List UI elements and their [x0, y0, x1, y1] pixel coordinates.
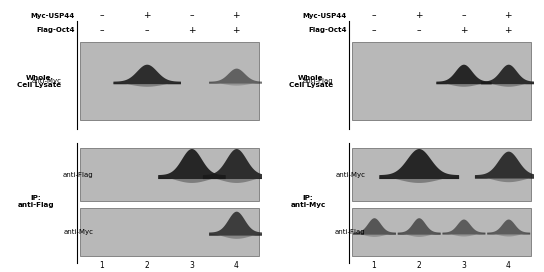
Text: +: + [188, 26, 195, 35]
Text: Myc-USP44: Myc-USP44 [302, 13, 347, 19]
Text: 1: 1 [372, 261, 376, 270]
Text: +: + [232, 11, 240, 20]
Text: anti-Flag: anti-Flag [335, 229, 366, 235]
Bar [79, 42, 258, 120]
Text: –: – [461, 11, 466, 20]
Text: anti-Flag: anti-Flag [63, 172, 94, 178]
Text: –: – [100, 11, 104, 20]
Text: –: – [189, 11, 194, 20]
Bar [351, 42, 530, 120]
Text: 1: 1 [100, 261, 104, 270]
Text: Myc-USP44: Myc-USP44 [30, 13, 75, 19]
Text: –: – [372, 26, 376, 35]
Text: –: – [372, 11, 376, 20]
Text: 4: 4 [506, 261, 511, 270]
Text: 3: 3 [461, 261, 466, 270]
Text: 2: 2 [144, 261, 149, 270]
Text: anti-Myc: anti-Myc [63, 229, 94, 235]
Text: +: + [460, 26, 467, 35]
Text: +: + [143, 11, 151, 20]
Text: anti-Myc: anti-Myc [32, 78, 61, 84]
Bar [79, 148, 258, 201]
Bar [79, 208, 258, 256]
Bar [351, 148, 530, 201]
Text: Flag-Oct4: Flag-Oct4 [308, 27, 347, 33]
Text: Whole
Cell Lysate: Whole Cell Lysate [17, 75, 61, 88]
Text: +: + [415, 11, 423, 20]
Text: 4: 4 [234, 261, 239, 270]
Text: –: – [417, 26, 421, 35]
Text: –: – [145, 26, 149, 35]
Text: +: + [232, 26, 240, 35]
Text: IP:
anti-Flag: IP: anti-Flag [18, 195, 54, 208]
Bar [351, 208, 530, 256]
Text: Whole
Cell Lysate: Whole Cell Lysate [289, 75, 333, 88]
Text: +: + [504, 26, 512, 35]
Text: anti-Myc: anti-Myc [335, 172, 366, 178]
Text: anti-Flag: anti-Flag [303, 78, 333, 84]
Text: 2: 2 [416, 261, 421, 270]
Text: IP:
anti-Myc: IP: anti-Myc [290, 195, 326, 208]
Text: Flag-Oct4: Flag-Oct4 [36, 27, 75, 33]
Text: +: + [504, 11, 512, 20]
Text: –: – [100, 26, 104, 35]
Text: 3: 3 [189, 261, 194, 270]
